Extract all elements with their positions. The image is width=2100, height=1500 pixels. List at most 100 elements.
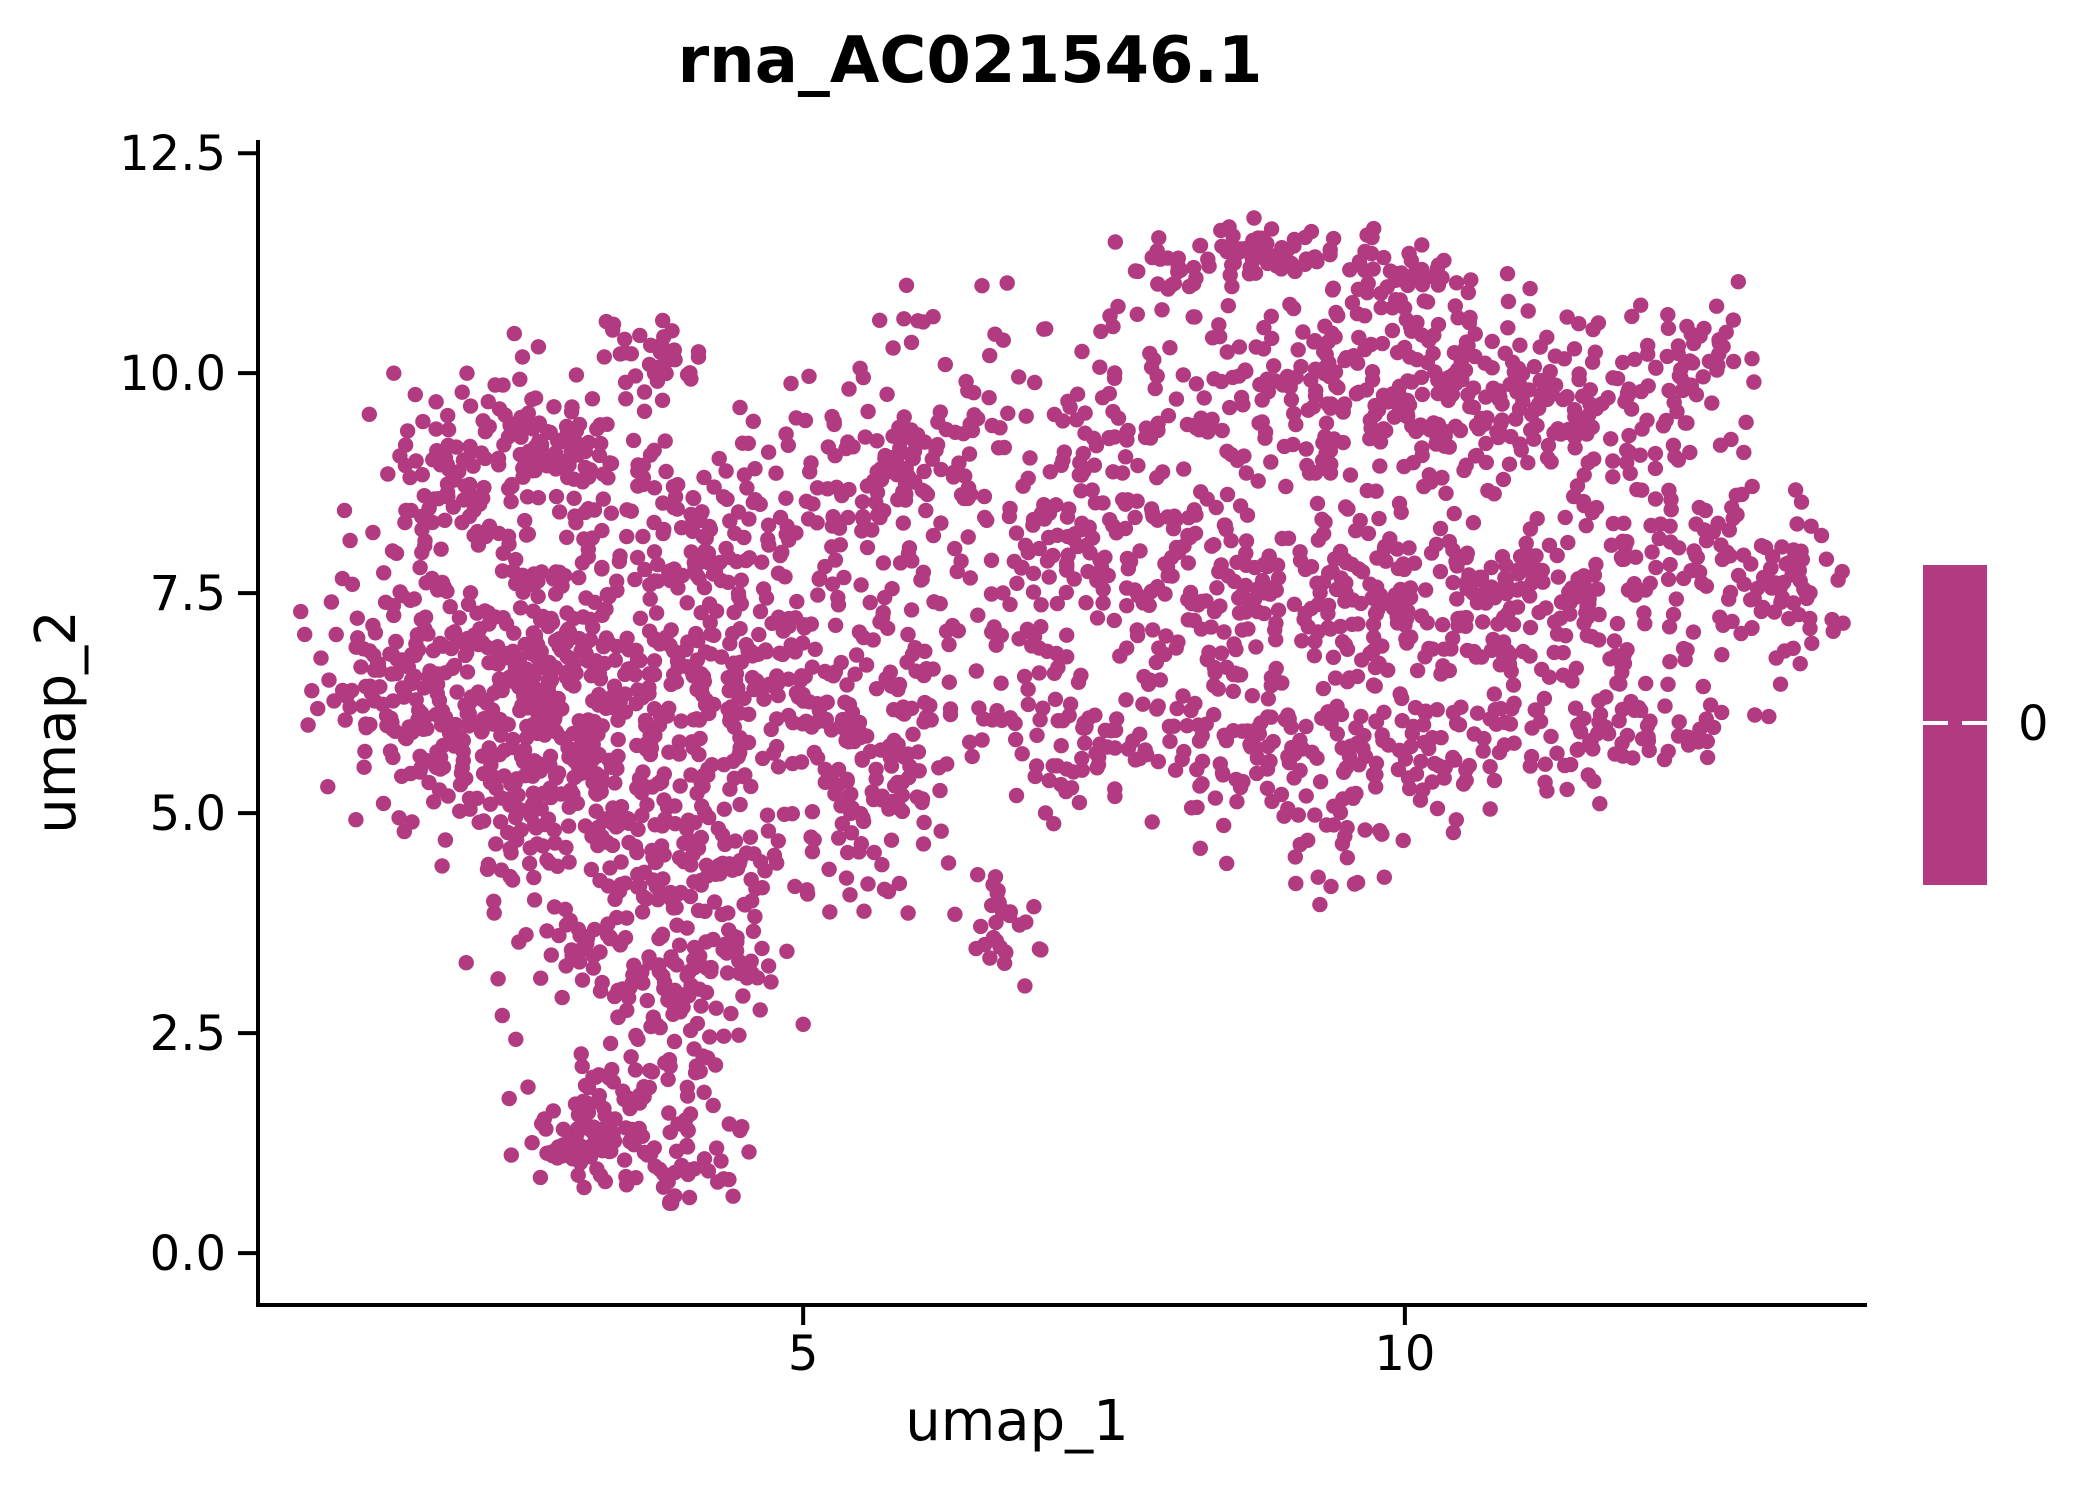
data-point xyxy=(635,457,651,474)
data-point xyxy=(1570,741,1586,757)
data-point xyxy=(1376,249,1392,266)
data-point xyxy=(683,544,699,560)
data-point xyxy=(770,759,787,775)
data-point xyxy=(595,639,612,655)
data-point xyxy=(613,799,630,815)
data-point xyxy=(328,626,344,643)
data-point xyxy=(1101,430,1117,447)
data-point xyxy=(526,892,543,908)
data-point xyxy=(840,434,856,450)
data-point xyxy=(933,515,949,531)
data-point xyxy=(440,788,456,804)
y-axis-label: umap_2 xyxy=(24,610,89,834)
data-point xyxy=(619,528,635,545)
data-point xyxy=(617,331,633,347)
data-point xyxy=(716,757,732,773)
data-point xyxy=(408,636,424,652)
data-point xyxy=(1447,298,1464,314)
data-point xyxy=(902,758,918,775)
data-point xyxy=(553,433,570,450)
data-point xyxy=(742,829,759,845)
data-point xyxy=(716,801,732,817)
data-point xyxy=(664,1195,680,1212)
data-point xyxy=(1122,553,1139,570)
data-point xyxy=(1020,696,1036,713)
data-point xyxy=(428,421,444,437)
data-point xyxy=(652,709,669,725)
data-point xyxy=(1223,446,1240,463)
data-point xyxy=(1290,807,1307,823)
data-point xyxy=(1584,504,1601,521)
data-point xyxy=(1425,415,1442,431)
data-point xyxy=(940,855,957,871)
data-point xyxy=(736,690,752,707)
data-point xyxy=(1069,386,1086,402)
data-point xyxy=(718,463,734,479)
data-point xyxy=(486,893,502,909)
data-point xyxy=(601,752,617,768)
data-point xyxy=(1714,647,1730,663)
data-point xyxy=(865,791,882,808)
data-point xyxy=(1466,726,1482,742)
data-point xyxy=(1324,282,1341,298)
data-point xyxy=(1254,230,1270,246)
data-point xyxy=(942,706,959,723)
data-point xyxy=(708,1140,725,1156)
data-point xyxy=(839,677,855,693)
data-point xyxy=(1353,708,1369,725)
data-point xyxy=(741,550,758,566)
data-point xyxy=(784,806,800,822)
data-point xyxy=(1136,668,1152,685)
data-point xyxy=(1138,420,1155,436)
data-point xyxy=(1568,660,1585,676)
data-point xyxy=(885,428,901,444)
data-point xyxy=(300,717,316,733)
data-point xyxy=(452,777,469,793)
data-point xyxy=(997,944,1013,960)
data-point xyxy=(512,702,528,719)
data-point xyxy=(1213,645,1230,661)
data-point xyxy=(587,594,603,610)
data-point xyxy=(304,683,320,699)
data-point xyxy=(1659,348,1676,365)
data-point xyxy=(720,574,736,590)
data-point xyxy=(392,448,408,464)
data-point xyxy=(1300,402,1316,418)
data-point xyxy=(1621,427,1637,444)
data-point xyxy=(1011,631,1027,647)
data-point xyxy=(525,603,542,619)
data-point xyxy=(1685,624,1702,640)
data-point xyxy=(493,862,510,878)
data-point xyxy=(1127,509,1143,526)
data-point xyxy=(1041,772,1057,789)
data-point xyxy=(1482,759,1498,775)
data-point xyxy=(607,1111,623,1127)
data-point xyxy=(1318,346,1334,363)
data-point xyxy=(1204,411,1220,427)
data-point xyxy=(732,796,748,813)
data-point xyxy=(1250,473,1266,489)
data-point xyxy=(385,693,401,709)
data-point xyxy=(1424,730,1441,746)
data-point xyxy=(1214,238,1230,254)
data-point xyxy=(1753,603,1770,620)
data-point xyxy=(1176,461,1192,477)
data-point xyxy=(547,445,564,461)
data-point xyxy=(642,591,658,607)
data-point xyxy=(671,937,688,953)
data-point xyxy=(541,758,557,774)
data-point xyxy=(565,610,582,627)
data-point xyxy=(477,450,493,467)
data-point xyxy=(841,788,857,804)
data-point xyxy=(638,891,654,907)
data-point xyxy=(732,621,748,637)
data-point xyxy=(1362,645,1378,662)
data-point xyxy=(474,748,491,764)
y-axis-ticks: 0.0 2.5 5.0 7.5 10.0 12.5 xyxy=(119,126,258,1282)
data-point xyxy=(653,773,669,789)
data-point xyxy=(1669,403,1685,420)
data-point xyxy=(561,799,577,815)
data-point xyxy=(1282,379,1298,395)
data-point xyxy=(1500,320,1516,336)
data-point xyxy=(636,403,653,419)
